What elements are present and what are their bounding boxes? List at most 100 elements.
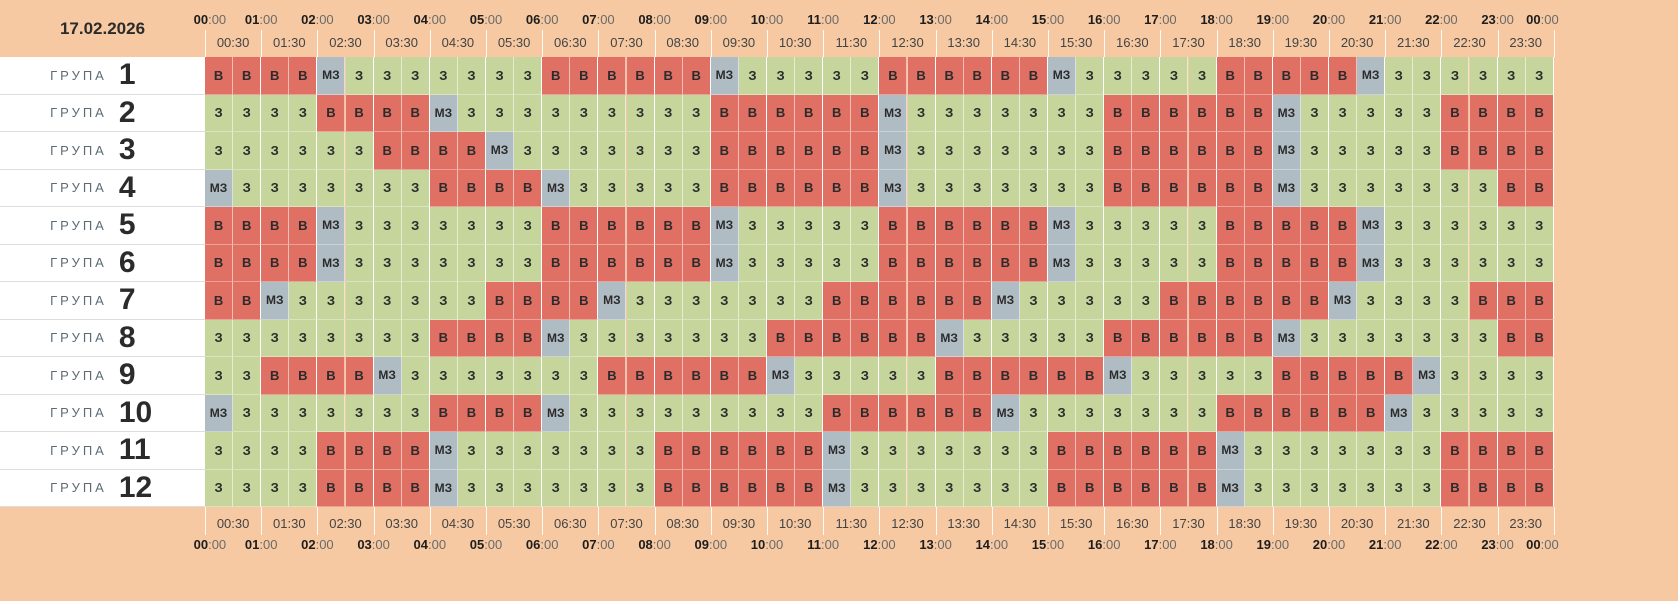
schedule-cell: В bbox=[963, 244, 992, 282]
schedule-cell: МЗ bbox=[429, 432, 458, 470]
schedule-cell: З bbox=[682, 132, 711, 170]
hour-tick bbox=[1553, 30, 1555, 57]
schedule-cell: З bbox=[401, 282, 430, 320]
hour-label-mm: :00 bbox=[371, 537, 390, 552]
schedule-cell: З bbox=[1385, 244, 1414, 282]
hour-label-hh: 22 bbox=[1425, 537, 1440, 552]
hour-label: 16:00 bbox=[1088, 535, 1121, 555]
schedule-cell: З bbox=[795, 207, 824, 245]
schedule-cell: З bbox=[289, 94, 318, 132]
schedule-cell: В bbox=[514, 169, 543, 207]
schedule-cell: В bbox=[1160, 432, 1189, 470]
schedule-cell: З bbox=[345, 319, 374, 357]
schedule-cell: В bbox=[289, 57, 318, 95]
hour-label: 04:00 bbox=[414, 535, 447, 555]
hour-label-hh: 00 bbox=[1526, 537, 1541, 552]
schedule-cell: В bbox=[1160, 469, 1189, 507]
schedule-cell: З bbox=[1357, 132, 1386, 170]
schedule-cell: З bbox=[710, 394, 739, 432]
schedule-cell: В bbox=[1188, 282, 1217, 320]
schedule-cell: З bbox=[233, 169, 262, 207]
hour-tick bbox=[1216, 30, 1218, 57]
hour-label-mm: :00 bbox=[652, 537, 671, 552]
half-hour-label: 13:30 bbox=[947, 35, 980, 50]
schedule-cell: З bbox=[935, 94, 964, 132]
schedule-cell: З bbox=[1019, 282, 1048, 320]
schedule-cell: В bbox=[963, 57, 992, 95]
schedule-cell: З bbox=[401, 207, 430, 245]
half-hour-label: 17:30 bbox=[1172, 35, 1205, 50]
hour-label-hh: 18 bbox=[1200, 537, 1215, 552]
schedule-cell: З bbox=[289, 282, 318, 320]
schedule-cell: З bbox=[1441, 207, 1470, 245]
schedule-cell: З bbox=[514, 132, 543, 170]
schedule-cell: З bbox=[682, 394, 711, 432]
hour-label-hh: 20 bbox=[1312, 12, 1328, 27]
schedule-cell: З bbox=[542, 469, 571, 507]
half-hour-label: 02:30 bbox=[329, 35, 362, 50]
half-hour-label: 21:30 bbox=[1397, 516, 1430, 531]
hour-tick bbox=[373, 507, 375, 535]
schedule-cell: З bbox=[233, 469, 262, 507]
schedule-cell: В bbox=[1497, 94, 1526, 132]
hour-tick bbox=[317, 30, 319, 57]
schedule-cell: З bbox=[1525, 394, 1554, 432]
schedule-cell: З bbox=[317, 132, 346, 170]
schedule-cell: З bbox=[626, 469, 655, 507]
group-word: ГРУПА bbox=[50, 105, 107, 121]
hour-label-mm: :00 bbox=[315, 537, 334, 552]
schedule-cell: В bbox=[1525, 169, 1554, 207]
schedule-cell: З bbox=[963, 469, 992, 507]
schedule-cell: З bbox=[1019, 469, 1048, 507]
hour-label-mm: :00 bbox=[484, 12, 503, 27]
half-hour-label: 09:30 bbox=[722, 516, 756, 531]
schedule-cell: В bbox=[1076, 357, 1105, 395]
schedule-cell: В bbox=[1048, 432, 1077, 470]
schedule-cell: В bbox=[1469, 94, 1498, 132]
schedule-cell: В bbox=[1160, 169, 1189, 207]
schedule-cell: З bbox=[963, 94, 992, 132]
schedule-cell: В bbox=[682, 432, 711, 470]
hour-label-mm: :00 bbox=[427, 12, 447, 27]
schedule-cell: В bbox=[1019, 207, 1048, 245]
hour-tick bbox=[1216, 507, 1218, 535]
schedule-cell: З bbox=[486, 207, 515, 245]
schedule-cell: В bbox=[1525, 469, 1554, 507]
schedule-cell: В bbox=[1160, 282, 1189, 320]
schedule-cell: В bbox=[457, 132, 486, 170]
schedule-cell: З bbox=[261, 319, 290, 357]
schedule-cell: В bbox=[205, 244, 234, 282]
hour-label: 11:00 bbox=[807, 10, 839, 30]
schedule-cell: З bbox=[1132, 282, 1161, 320]
half-hour-label: 11:30 bbox=[835, 516, 868, 531]
schedule-cell: З bbox=[1385, 207, 1414, 245]
schedule-cell: З bbox=[542, 357, 571, 395]
hour-label-mm: :00 bbox=[596, 537, 615, 552]
schedule-cell: З bbox=[570, 94, 599, 132]
hour-tick bbox=[1272, 30, 1274, 57]
schedule-cell: З bbox=[514, 207, 543, 245]
schedule-cell: З bbox=[1385, 469, 1414, 507]
schedule-cell: З bbox=[1244, 432, 1273, 470]
schedule-cell: В bbox=[654, 469, 683, 507]
schedule-cell: В bbox=[205, 57, 234, 95]
schedule-cell: З bbox=[1076, 282, 1105, 320]
hour-label: 19:00 bbox=[1257, 535, 1290, 555]
hour-label-hh: 08 bbox=[638, 12, 653, 27]
schedule-cell: З bbox=[767, 244, 796, 282]
group-label: ГРУПА 2 bbox=[0, 94, 205, 132]
schedule-cell: З bbox=[963, 319, 992, 357]
hour-tick bbox=[1441, 507, 1443, 535]
half-hour-label: 16:30 bbox=[1116, 35, 1149, 50]
schedule-cell: З bbox=[710, 282, 739, 320]
half-hour-label: 15:30 bbox=[1059, 516, 1093, 531]
schedule-cell: В bbox=[851, 394, 880, 432]
group-label: ГРУПА 12 bbox=[0, 469, 205, 507]
schedule-cell: З bbox=[1244, 357, 1273, 395]
schedule-cell: З bbox=[1188, 207, 1217, 245]
schedule-cell: МЗ bbox=[1329, 282, 1358, 320]
schedule-cell: В bbox=[1497, 132, 1526, 170]
schedule-cell: В bbox=[570, 282, 599, 320]
schedule-cell: З bbox=[738, 282, 767, 320]
schedule-cell: З bbox=[1441, 357, 1470, 395]
